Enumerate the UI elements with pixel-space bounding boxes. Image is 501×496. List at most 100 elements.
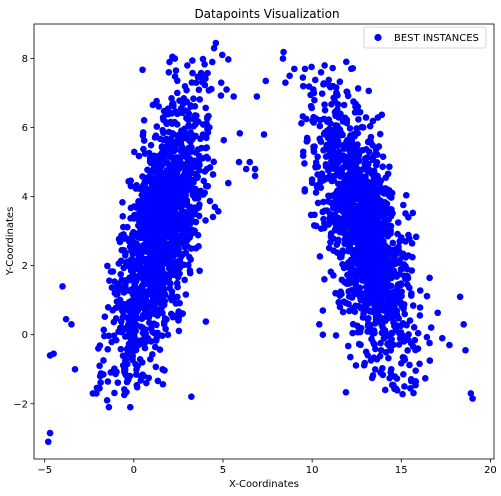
scatter-point (195, 86, 203, 94)
scatter-point (406, 317, 414, 324)
scatter-point (347, 65, 355, 73)
scatter-point (138, 359, 146, 366)
scatter-point (156, 211, 164, 218)
scatter-point (178, 238, 186, 246)
scatter-point (112, 315, 120, 322)
scatter-point (138, 299, 145, 307)
scatter-point (178, 252, 185, 260)
scatter-point (355, 157, 363, 165)
scatter-point (189, 57, 196, 64)
y-tick-label: 6 (22, 123, 28, 134)
scatter-point (152, 155, 160, 163)
scatter-point (394, 219, 402, 226)
scatter-point (149, 221, 157, 229)
scatter-point (365, 300, 373, 307)
scatter-point (202, 318, 210, 325)
scatter-point (323, 174, 330, 182)
legend-marker-best-instances (374, 33, 382, 42)
scatter-point (184, 242, 191, 250)
scatter-point (377, 184, 385, 192)
scatter-point (387, 222, 395, 230)
scatter-point (161, 156, 168, 164)
scatter-point (196, 96, 204, 103)
y-tick-label: 4 (22, 192, 28, 203)
scatter-point (123, 378, 131, 386)
scatter-point (44, 438, 52, 446)
scatter-point (414, 345, 422, 352)
scatter-point (377, 177, 385, 185)
scatter-point (372, 270, 380, 277)
scatter-point (163, 177, 171, 185)
scatter-point (174, 266, 182, 274)
scatter-point (371, 226, 378, 233)
scatter-point (163, 135, 170, 143)
scatter-point (355, 116, 362, 123)
scatter-point (122, 333, 129, 340)
scatter-point (364, 328, 371, 335)
scatter-point (168, 221, 176, 229)
scatter-point (337, 288, 344, 295)
scatter-point (403, 281, 411, 288)
scatter-point (416, 287, 424, 294)
scatter-point (357, 255, 364, 263)
scatter-point (150, 329, 158, 337)
scatter-point (383, 263, 390, 271)
scatter-point (170, 216, 177, 224)
scatter-point (368, 374, 376, 382)
scatter-point (114, 379, 122, 386)
x-tick-label: 10 (306, 465, 319, 476)
scatter-point (407, 385, 414, 392)
scatter-point (344, 92, 352, 100)
scatter-point (380, 335, 388, 342)
scatter-point (106, 277, 113, 285)
scatter-point (183, 198, 191, 206)
scatter-point (176, 299, 183, 307)
scatter-point (62, 315, 70, 323)
scatter-point (314, 153, 321, 161)
scatter-point (120, 231, 127, 238)
scatter-point (141, 344, 149, 352)
scatter-point (330, 235, 337, 242)
scatter-point (426, 339, 433, 347)
scatter-point (182, 107, 189, 114)
x-axis-label: X-Coordinates (229, 479, 299, 490)
scatter-point (400, 304, 407, 311)
scatter-point (134, 211, 142, 219)
x-axis-ticks: −5 0 5 10 15 20 (37, 459, 497, 476)
scatter-point (362, 348, 370, 356)
scatter-point (197, 187, 205, 195)
scatter-point (390, 303, 398, 311)
scatter-point (134, 362, 141, 370)
scatter-point (104, 378, 112, 385)
scatter-point (126, 372, 134, 380)
scatter-point (279, 55, 287, 62)
scatter-point (355, 340, 363, 348)
scatter-point (312, 222, 320, 230)
scatter-point (208, 85, 215, 93)
scatter-point (208, 58, 216, 66)
scatter-point (184, 62, 191, 69)
scatter-point (199, 121, 207, 128)
scatter-point (163, 216, 171, 223)
scatter-point (340, 298, 348, 305)
scatter-point (141, 258, 149, 265)
scatter-point (59, 283, 66, 290)
scatter-point (337, 182, 344, 190)
scatter-point (366, 122, 374, 130)
scatter-point (178, 202, 186, 210)
scatter-point (377, 339, 384, 347)
scatter-point (210, 44, 218, 52)
scatter-point (462, 346, 469, 354)
scatter-point (345, 153, 352, 160)
scatter-point (382, 348, 390, 356)
scatter-point (351, 109, 359, 116)
scatter-point (196, 267, 203, 275)
scatter-point (130, 284, 138, 291)
scatter-point (381, 286, 388, 294)
scatter-point (363, 262, 371, 270)
scatter-point (366, 236, 374, 243)
scatter-point (169, 129, 176, 137)
scatter-point (303, 138, 311, 145)
scatter-point (185, 261, 192, 269)
scatter-point (160, 107, 168, 115)
